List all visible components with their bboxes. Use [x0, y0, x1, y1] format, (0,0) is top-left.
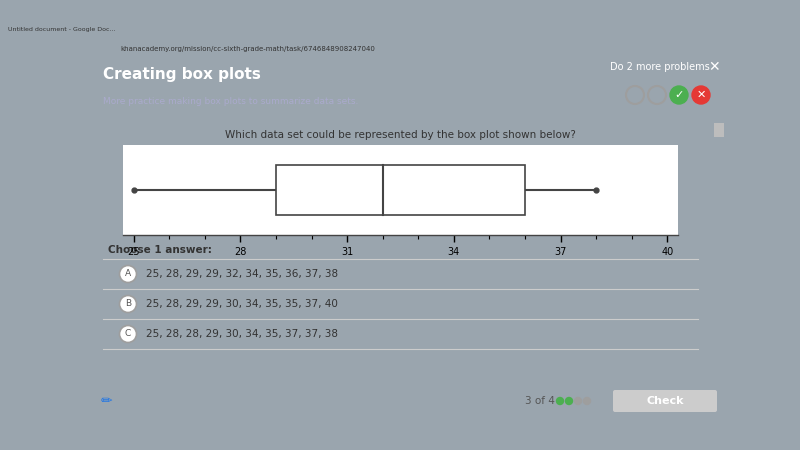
Text: 25, 28, 28, 29, 30, 34, 35, 37, 37, 38: 25, 28, 28, 29, 30, 34, 35, 37, 37, 38 [146, 329, 338, 339]
Text: Which data set could be represented by the box plot shown below?: Which data set could be represented by t… [225, 130, 576, 140]
Bar [276, 165, 525, 215]
Text: 3 of 4: 3 of 4 [525, 396, 555, 406]
Bar [714, 123, 724, 137]
Circle shape [583, 397, 590, 405]
Text: 25, 28, 29, 29, 32, 34, 35, 36, 37, 38: 25, 28, 29, 29, 32, 34, 35, 36, 37, 38 [146, 269, 338, 279]
Text: More practice making box plots to summarize data sets.: More practice making box plots to summar… [103, 96, 358, 105]
Circle shape [574, 397, 582, 405]
Text: ✏: ✏ [100, 394, 112, 408]
Text: ✕: ✕ [708, 60, 720, 74]
Circle shape [119, 266, 137, 283]
Circle shape [670, 86, 688, 104]
Text: Check: Check [646, 396, 684, 406]
Circle shape [557, 397, 563, 405]
Text: Untitled document - Google Doc...: Untitled document - Google Doc... [8, 27, 115, 32]
Text: Do 2 more problems: Do 2 more problems [610, 62, 710, 72]
Circle shape [119, 325, 137, 342]
Text: Creating box plots: Creating box plots [103, 68, 261, 82]
Text: A: A [125, 270, 131, 279]
Text: B: B [125, 300, 131, 309]
Circle shape [119, 296, 137, 312]
FancyBboxPatch shape [613, 390, 717, 412]
Text: C: C [125, 329, 131, 338]
Circle shape [566, 397, 573, 405]
Text: khanacademy.org/mission/cc-sixth-grade-math/task/6746848908247040: khanacademy.org/mission/cc-sixth-grade-m… [120, 46, 375, 52]
Text: ✓: ✓ [674, 90, 684, 100]
Circle shape [692, 86, 710, 104]
Text: ✕: ✕ [696, 90, 706, 100]
Text: 25, 28, 29, 29, 30, 34, 35, 35, 37, 40: 25, 28, 29, 29, 30, 34, 35, 35, 37, 40 [146, 299, 338, 309]
Text: Choose 1 answer:: Choose 1 answer: [108, 245, 212, 255]
